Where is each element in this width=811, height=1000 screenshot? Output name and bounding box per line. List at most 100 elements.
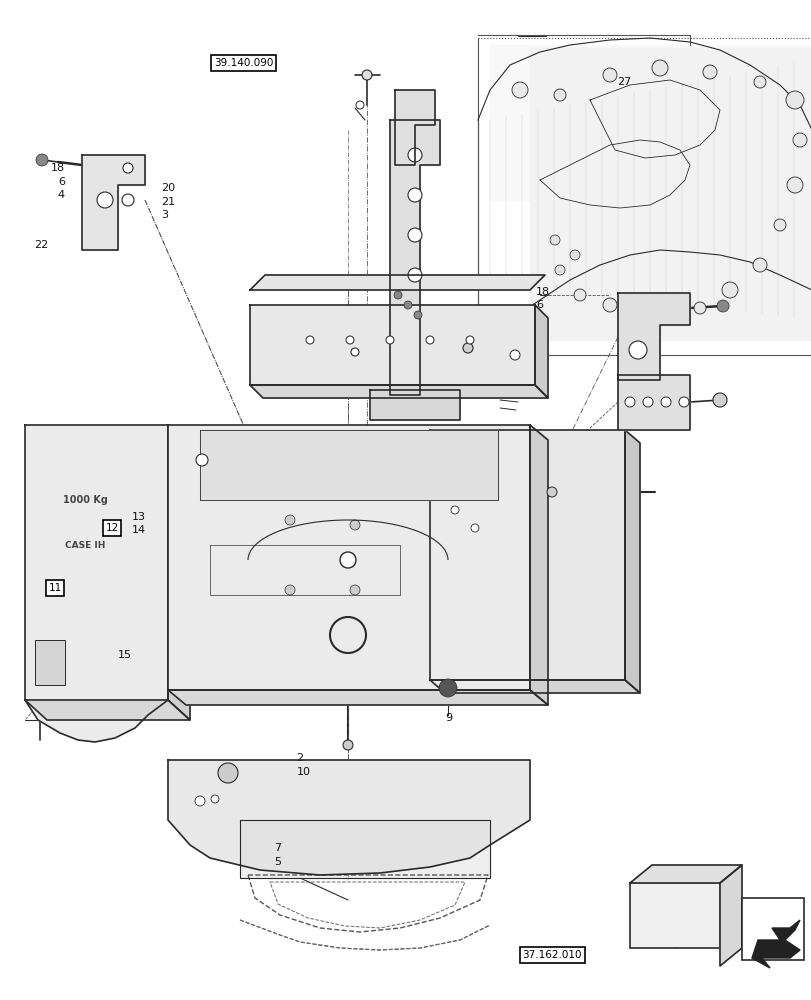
Bar [741,898,803,960]
Polygon shape [25,425,168,742]
Circle shape [450,506,458,514]
Circle shape [721,282,737,298]
Circle shape [404,301,411,309]
Circle shape [217,763,238,783]
Circle shape [603,68,616,82]
Polygon shape [168,425,530,690]
Circle shape [426,336,433,344]
Circle shape [407,188,422,202]
Circle shape [450,466,458,474]
Text: 1000 Kg: 1000 Kg [504,485,549,495]
Polygon shape [430,430,624,680]
Circle shape [786,177,802,193]
Text: 6: 6 [58,177,65,187]
Circle shape [195,796,204,806]
Circle shape [693,302,705,314]
Text: 19: 19 [531,383,545,393]
Polygon shape [530,48,811,340]
Polygon shape [168,690,547,705]
Circle shape [122,163,133,173]
Circle shape [753,76,765,88]
Text: 10: 10 [296,767,310,777]
Text: 23: 23 [438,613,451,623]
Circle shape [470,484,478,492]
Text: CASE IH: CASE IH [65,540,105,550]
Text: 21: 21 [161,197,174,207]
Text: 26: 26 [430,603,444,613]
Circle shape [651,60,667,76]
Circle shape [345,336,354,344]
Circle shape [512,82,527,98]
Text: 25: 25 [430,630,444,640]
Polygon shape [617,375,689,430]
Circle shape [350,520,359,530]
Polygon shape [534,305,547,398]
Bar [629,883,719,948]
Polygon shape [82,155,145,250]
Circle shape [407,228,422,242]
Text: 3: 3 [161,210,168,220]
Circle shape [462,343,473,353]
Text: 37.162.010: 37.162.010 [521,950,581,960]
Text: 15: 15 [118,650,131,660]
Text: 18: 18 [51,163,65,173]
Bar [35,640,65,685]
Polygon shape [200,430,497,500]
Text: 24: 24 [430,617,444,627]
Text: 17: 17 [535,493,549,503]
Text: 16: 16 [535,480,549,490]
Circle shape [355,101,363,109]
Circle shape [663,308,676,322]
Text: 4: 4 [58,190,65,200]
Polygon shape [168,760,530,875]
Polygon shape [240,820,489,878]
Text: 7: 7 [274,843,281,853]
Circle shape [362,70,371,80]
Circle shape [407,268,422,282]
Polygon shape [430,680,639,693]
Polygon shape [250,275,544,290]
Polygon shape [394,90,435,165]
Text: 1: 1 [242,653,249,663]
Circle shape [792,133,806,147]
Circle shape [393,291,401,299]
Text: 5: 5 [274,857,281,867]
Circle shape [716,300,728,312]
Polygon shape [624,430,639,693]
Circle shape [509,350,519,360]
Circle shape [466,336,474,344]
Circle shape [414,311,422,319]
Text: 2: 2 [296,753,303,763]
Circle shape [97,192,113,208]
Text: 27: 27 [616,77,631,87]
Circle shape [439,679,457,697]
Circle shape [385,336,393,344]
Circle shape [470,524,478,532]
Circle shape [752,258,766,272]
Circle shape [573,289,586,301]
Polygon shape [370,390,460,420]
Polygon shape [250,305,534,385]
Circle shape [569,250,579,260]
Circle shape [773,219,785,231]
Polygon shape [25,700,190,720]
Polygon shape [629,865,741,883]
Circle shape [624,397,634,407]
Text: CASE IH: CASE IH [280,563,329,573]
Circle shape [306,336,314,344]
Text: 39.140.090: 39.140.090 [213,58,273,68]
Circle shape [36,154,48,166]
Polygon shape [530,425,547,705]
Circle shape [678,397,689,407]
Circle shape [195,454,208,466]
Text: 14: 14 [131,525,145,535]
Text: 1000 Kg: 1000 Kg [327,485,372,495]
Text: 22: 22 [34,240,49,250]
Circle shape [211,795,219,803]
Polygon shape [389,120,440,395]
Circle shape [350,348,358,356]
Circle shape [553,89,565,101]
Polygon shape [168,425,190,720]
Circle shape [629,341,646,359]
Circle shape [407,148,422,162]
